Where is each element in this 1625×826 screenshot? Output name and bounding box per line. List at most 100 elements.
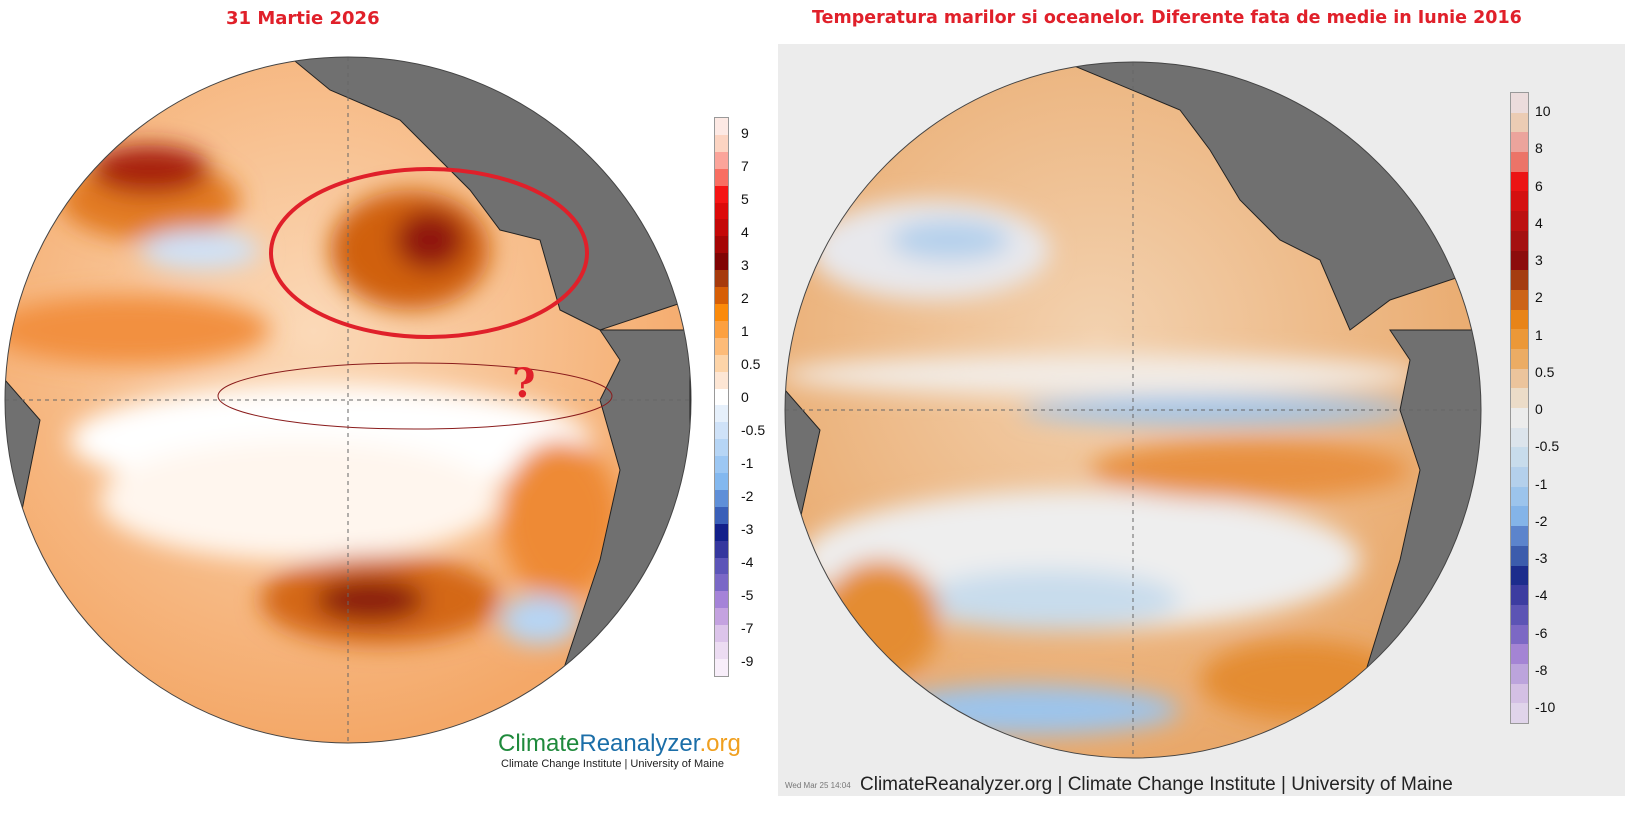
colorbar-swatch: [1511, 683, 1528, 704]
colorbar-label: 0: [741, 389, 749, 405]
colorbar-swatch: [715, 134, 728, 152]
colorbar-swatch: [1511, 368, 1528, 389]
colorbar-swatch: [715, 625, 728, 643]
colorbar-label: 3: [1535, 252, 1543, 268]
colorbar-swatch: [1511, 329, 1528, 349]
colorbar-swatch: [1511, 447, 1528, 468]
colorbar-swatch: [1511, 565, 1528, 586]
colorbar-swatch: [715, 557, 728, 575]
colorbar-label: 1: [1535, 326, 1543, 343]
colorbar-label: -1: [741, 455, 754, 471]
colorbar-swatch: [715, 202, 728, 220]
logo-part-reanalyzer: Reanalyzer: [579, 730, 700, 757]
colorbar-swatch: [1511, 644, 1528, 664]
colorbar-swatch: [715, 489, 728, 507]
colorbar-swatch: [1511, 132, 1528, 153]
colorbar-swatch: [715, 439, 728, 457]
colorbar-swatch: [715, 151, 728, 169]
left-globe: [5, 57, 691, 743]
colorbar-swatch: [1511, 270, 1528, 290]
colorbar-swatch: [715, 608, 728, 626]
colorbar-swatch: [715, 523, 728, 541]
colorbar-swatch: [1511, 348, 1528, 369]
colorbar-swatch: [715, 270, 728, 288]
right-colorbar: [1510, 92, 1529, 724]
colorbar-swatch: [1511, 663, 1528, 684]
colorbar-swatch: [1511, 388, 1528, 408]
colorbar-swatch: [715, 236, 728, 254]
colorbar-swatch: [715, 219, 728, 237]
colorbar-label: -0.5: [1535, 438, 1560, 455]
colorbar-label: -4: [1535, 587, 1548, 604]
right-map-title: Temperatura marilor si oceanelor. Difere…: [812, 8, 1522, 28]
colorbar-swatch: [1511, 604, 1528, 625]
colorbar-swatch: [715, 574, 728, 592]
colorbar-swatch: [1511, 486, 1528, 507]
colorbar-swatch: [1511, 250, 1528, 271]
right-footer-credit: ClimateReanalyzer.org | Climate Change I…: [860, 774, 1453, 795]
colorbar-swatch: [715, 371, 728, 389]
colorbar-swatch: [1511, 467, 1528, 487]
colorbar-label: -2: [741, 488, 754, 504]
colorbar-label: 3: [741, 257, 749, 273]
colorbar-swatch: [715, 320, 728, 338]
colorbar-swatch: [715, 642, 728, 659]
colorbar-swatch: [1511, 545, 1528, 566]
colorbar-label: 2: [741, 290, 749, 306]
colorbar-swatch: [715, 354, 728, 372]
colorbar-swatch: [1511, 289, 1528, 310]
colorbar-swatch: [715, 388, 728, 406]
colorbar-swatch: [715, 185, 728, 203]
left-colorbar: [714, 117, 729, 677]
colorbar-label: 0: [1535, 401, 1543, 417]
colorbar-swatch: [1511, 211, 1528, 231]
colorbar-label: -9: [741, 653, 754, 669]
colorbar-label: 4: [1535, 214, 1543, 231]
logo-part-climate: Climate: [498, 730, 580, 757]
annotation-ellipse-equator: [217, 362, 613, 430]
colorbar-swatch: [1511, 624, 1528, 645]
colorbar-swatch: [715, 168, 728, 186]
right-globe: [785, 62, 1481, 758]
colorbar-label: 5: [741, 191, 749, 207]
climate-reanalyzer-logo: ClimateReanalyzer.org: [498, 730, 741, 758]
colorbar-swatch: [1511, 526, 1528, 546]
colorbar-label: 4: [741, 224, 749, 240]
colorbar-swatch: [1511, 112, 1528, 133]
colorbar-swatch: [715, 591, 728, 609]
colorbar-swatch: [1511, 171, 1528, 192]
colorbar-label: 2: [1535, 289, 1543, 306]
logo-part-org: .org: [699, 730, 741, 757]
colorbar-label: -4: [741, 554, 754, 570]
colorbar-swatch: [1511, 703, 1528, 723]
left-map-title: 31 Martie 2026: [226, 8, 380, 29]
colorbar-swatch: [715, 540, 728, 558]
colorbar-swatch: [715, 659, 728, 676]
colorbar-swatch: [1511, 309, 1528, 330]
colorbar-swatch: [715, 118, 728, 135]
colorbar-swatch: [1511, 152, 1528, 172]
logo-subtitle: Climate Change Institute | University of…: [501, 758, 724, 770]
colorbar-label: -8: [1535, 661, 1548, 678]
colorbar-swatch: [1511, 506, 1528, 527]
colorbar-swatch: [715, 405, 728, 423]
colorbar-swatch: [715, 303, 728, 321]
colorbar-swatch: [715, 287, 728, 304]
colorbar-swatch: [715, 422, 728, 440]
colorbar-label: 6: [1535, 177, 1543, 194]
colorbar-label: -5: [741, 587, 754, 603]
colorbar-swatch: [1511, 230, 1528, 251]
colorbar-swatch: [1511, 585, 1528, 605]
colorbar-swatch: [715, 473, 728, 490]
annotation-ellipse-northeast-pacific: [269, 167, 589, 339]
colorbar-label: 7: [741, 158, 749, 174]
colorbar-label: 9: [741, 125, 749, 141]
colorbar-label: -6: [1535, 624, 1548, 641]
colorbar-swatch: [1511, 93, 1528, 113]
colorbar-label: -2: [1535, 512, 1548, 529]
colorbar-swatch: [715, 456, 728, 474]
timestamp: Wed Mar 25 14:04: [785, 781, 851, 790]
question-mark-annotation: ?: [512, 360, 536, 407]
colorbar-label: -1: [1535, 475, 1548, 492]
